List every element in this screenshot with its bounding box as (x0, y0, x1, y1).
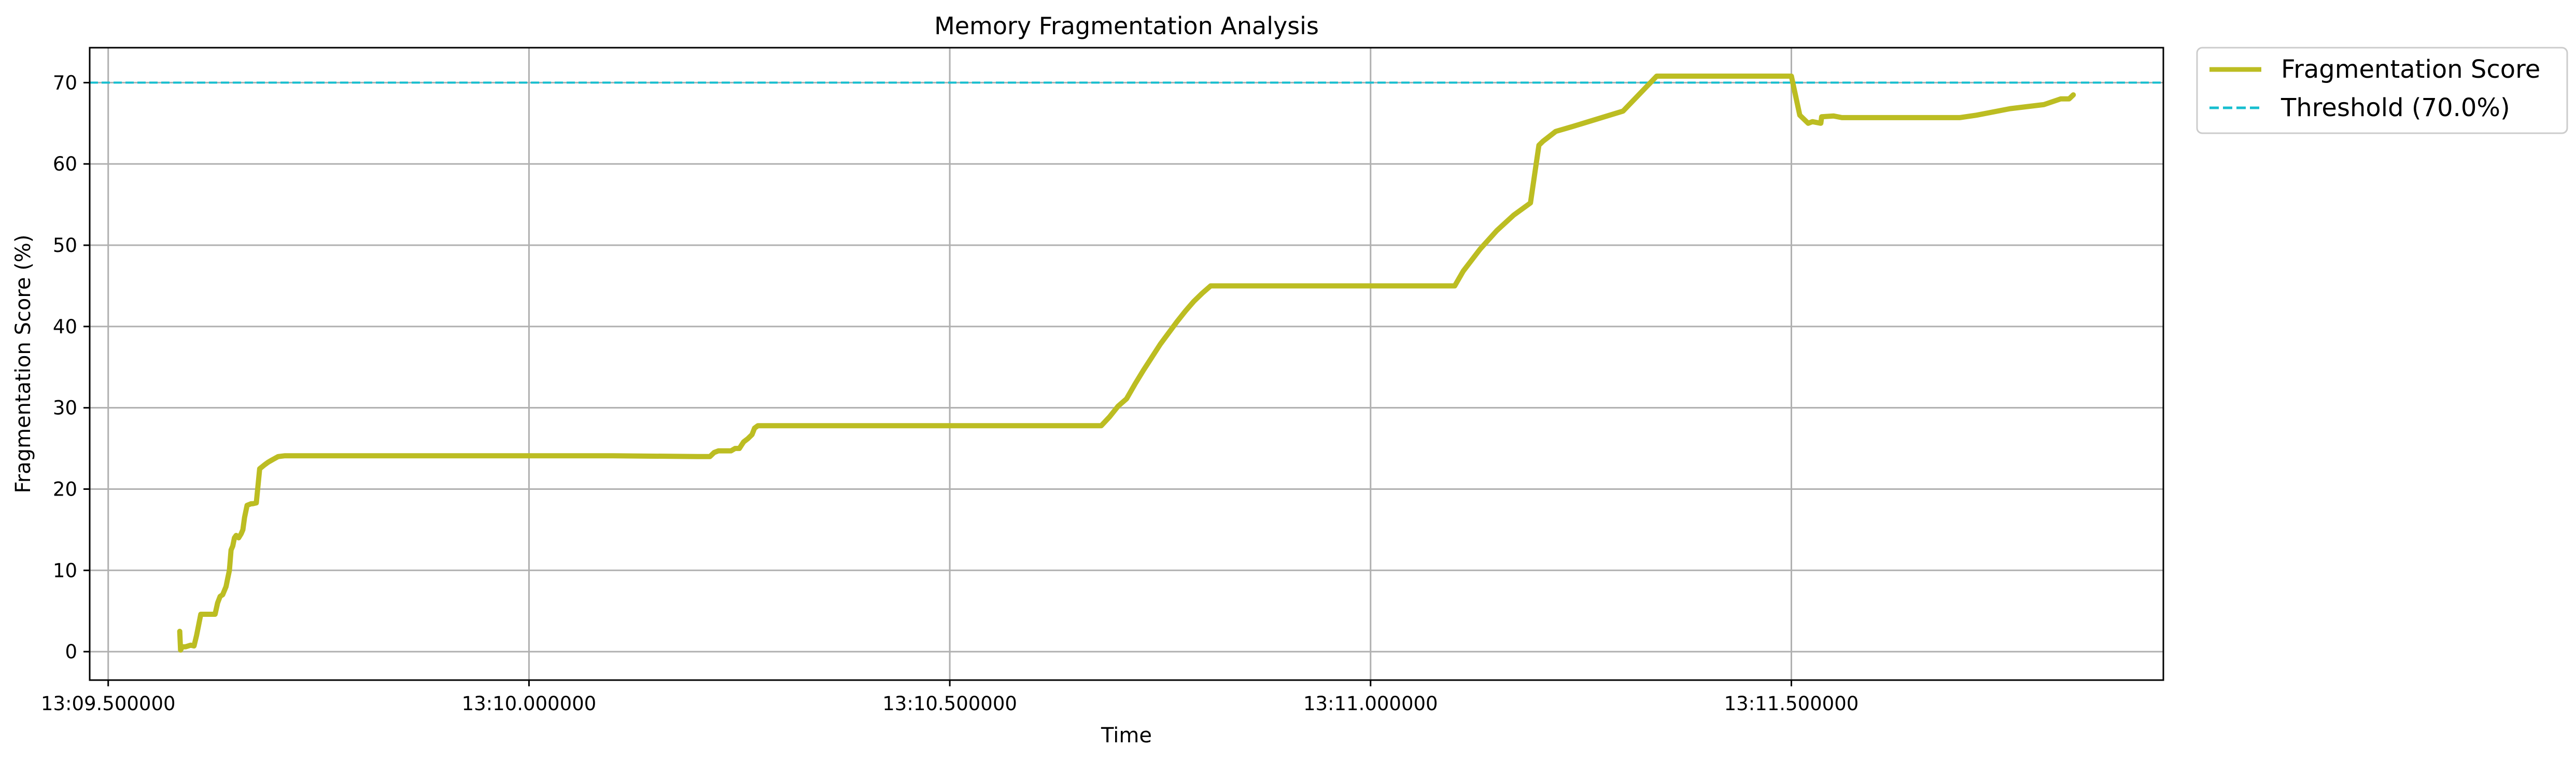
y-tick-label: 60 (53, 153, 77, 175)
x-tick-label: 13:10.000000 (462, 693, 597, 715)
y-tick-label: 0 (65, 641, 77, 663)
grid-layer (90, 48, 2163, 680)
chart-title: Memory Fragmentation Analysis (934, 12, 1319, 40)
series-layer (177, 73, 2076, 653)
y-tick-label: 20 (53, 478, 77, 500)
x-tick-label: 13:11.500000 (1724, 693, 1859, 715)
legend-frame (2196, 47, 2568, 134)
y-axis-title: Fragmentation Score (%) (11, 235, 35, 493)
series-line-fragmentation-score (177, 73, 2076, 653)
legend: Fragmentation Score Threshold (70.0%) (2196, 47, 2568, 134)
y-tick-label: 30 (53, 397, 77, 419)
y-tick-label: 50 (53, 234, 77, 257)
y-tick-label: 40 (53, 316, 77, 338)
x-tick-label: 13:11.000000 (1303, 693, 1438, 715)
legend-label-series: Fragmentation Score (2281, 55, 2540, 84)
plot-area-border (89, 47, 2164, 681)
ticks-layer: 0 10 20 30 40 50 60 70 13:09.500000 13:10.000000 1… (41, 72, 1859, 715)
y-tick-label: 70 (53, 72, 77, 94)
x-axis-title: Time (1101, 724, 1152, 747)
x-tick-label: 13:10.500000 (882, 693, 1017, 715)
y-tick-label: 10 (53, 559, 77, 582)
x-tick-label: 13:09.500000 (41, 693, 176, 715)
legend-label-threshold: Threshold (70.0%) (2281, 93, 2510, 122)
